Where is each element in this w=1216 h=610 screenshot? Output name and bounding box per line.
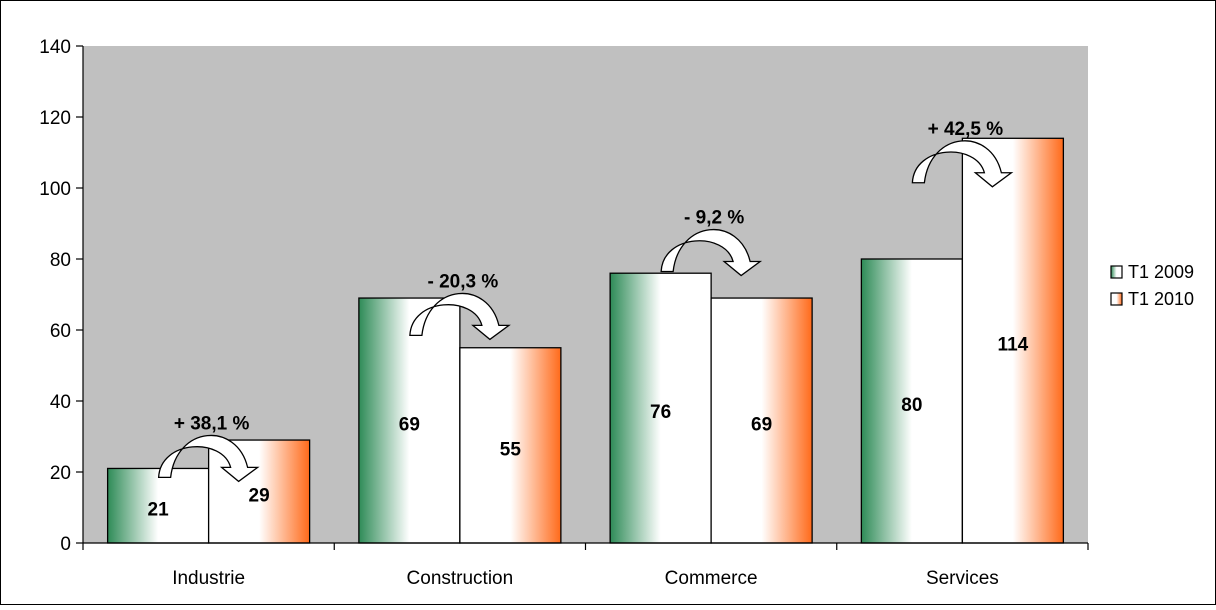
bar-t1-2010-commerce xyxy=(710,297,813,544)
y-tick-label: 100 xyxy=(39,179,71,200)
x-tick-label: Construction xyxy=(407,568,514,589)
change-annotation: + 42,5 % xyxy=(928,119,1004,140)
y-tick-label: 80 xyxy=(50,250,71,271)
y-tick-label: 40 xyxy=(50,392,71,413)
x-tick-label: Industrie xyxy=(172,568,245,589)
bar-t1-2009-industrie xyxy=(106,467,210,544)
change-annotation: - 9,2 % xyxy=(684,208,744,229)
curved-arrow-icon xyxy=(409,292,511,341)
bar-t1-2010-services xyxy=(961,137,1065,544)
y-tick-label: 60 xyxy=(50,321,71,342)
bar-t1-2009-construction xyxy=(358,297,461,544)
legend-label: T1 2009 xyxy=(1128,262,1194,282)
y-tick-label: 120 xyxy=(39,108,71,129)
y-tick-label: 140 xyxy=(39,37,71,58)
curved-arrow-icon xyxy=(157,434,260,483)
curved-arrow-icon xyxy=(660,228,763,277)
legend-swatch xyxy=(1110,265,1123,279)
legend-label: T1 2010 xyxy=(1128,289,1194,309)
change-annotation: - 20,3 % xyxy=(427,271,498,292)
data-label: 55 xyxy=(500,439,522,460)
data-label: 29 xyxy=(249,486,270,507)
data-label: 69 xyxy=(751,415,772,436)
change-annotation: + 38,1 % xyxy=(174,413,250,434)
data-label: 114 xyxy=(998,335,1029,356)
y-tick-label: 20 xyxy=(50,463,71,484)
data-label: 69 xyxy=(399,415,420,436)
x-tick-label: Services xyxy=(926,568,999,589)
data-label: 76 xyxy=(650,402,671,423)
x-tick-label: Commerce xyxy=(665,568,758,589)
data-label: 21 xyxy=(148,500,170,521)
legend-swatch xyxy=(1110,292,1123,306)
bar-t1-2009-services xyxy=(860,258,964,544)
data-label: 80 xyxy=(901,395,922,416)
curved-arrow-icon xyxy=(911,140,1014,188)
y-tick-label: 0 xyxy=(60,534,71,555)
